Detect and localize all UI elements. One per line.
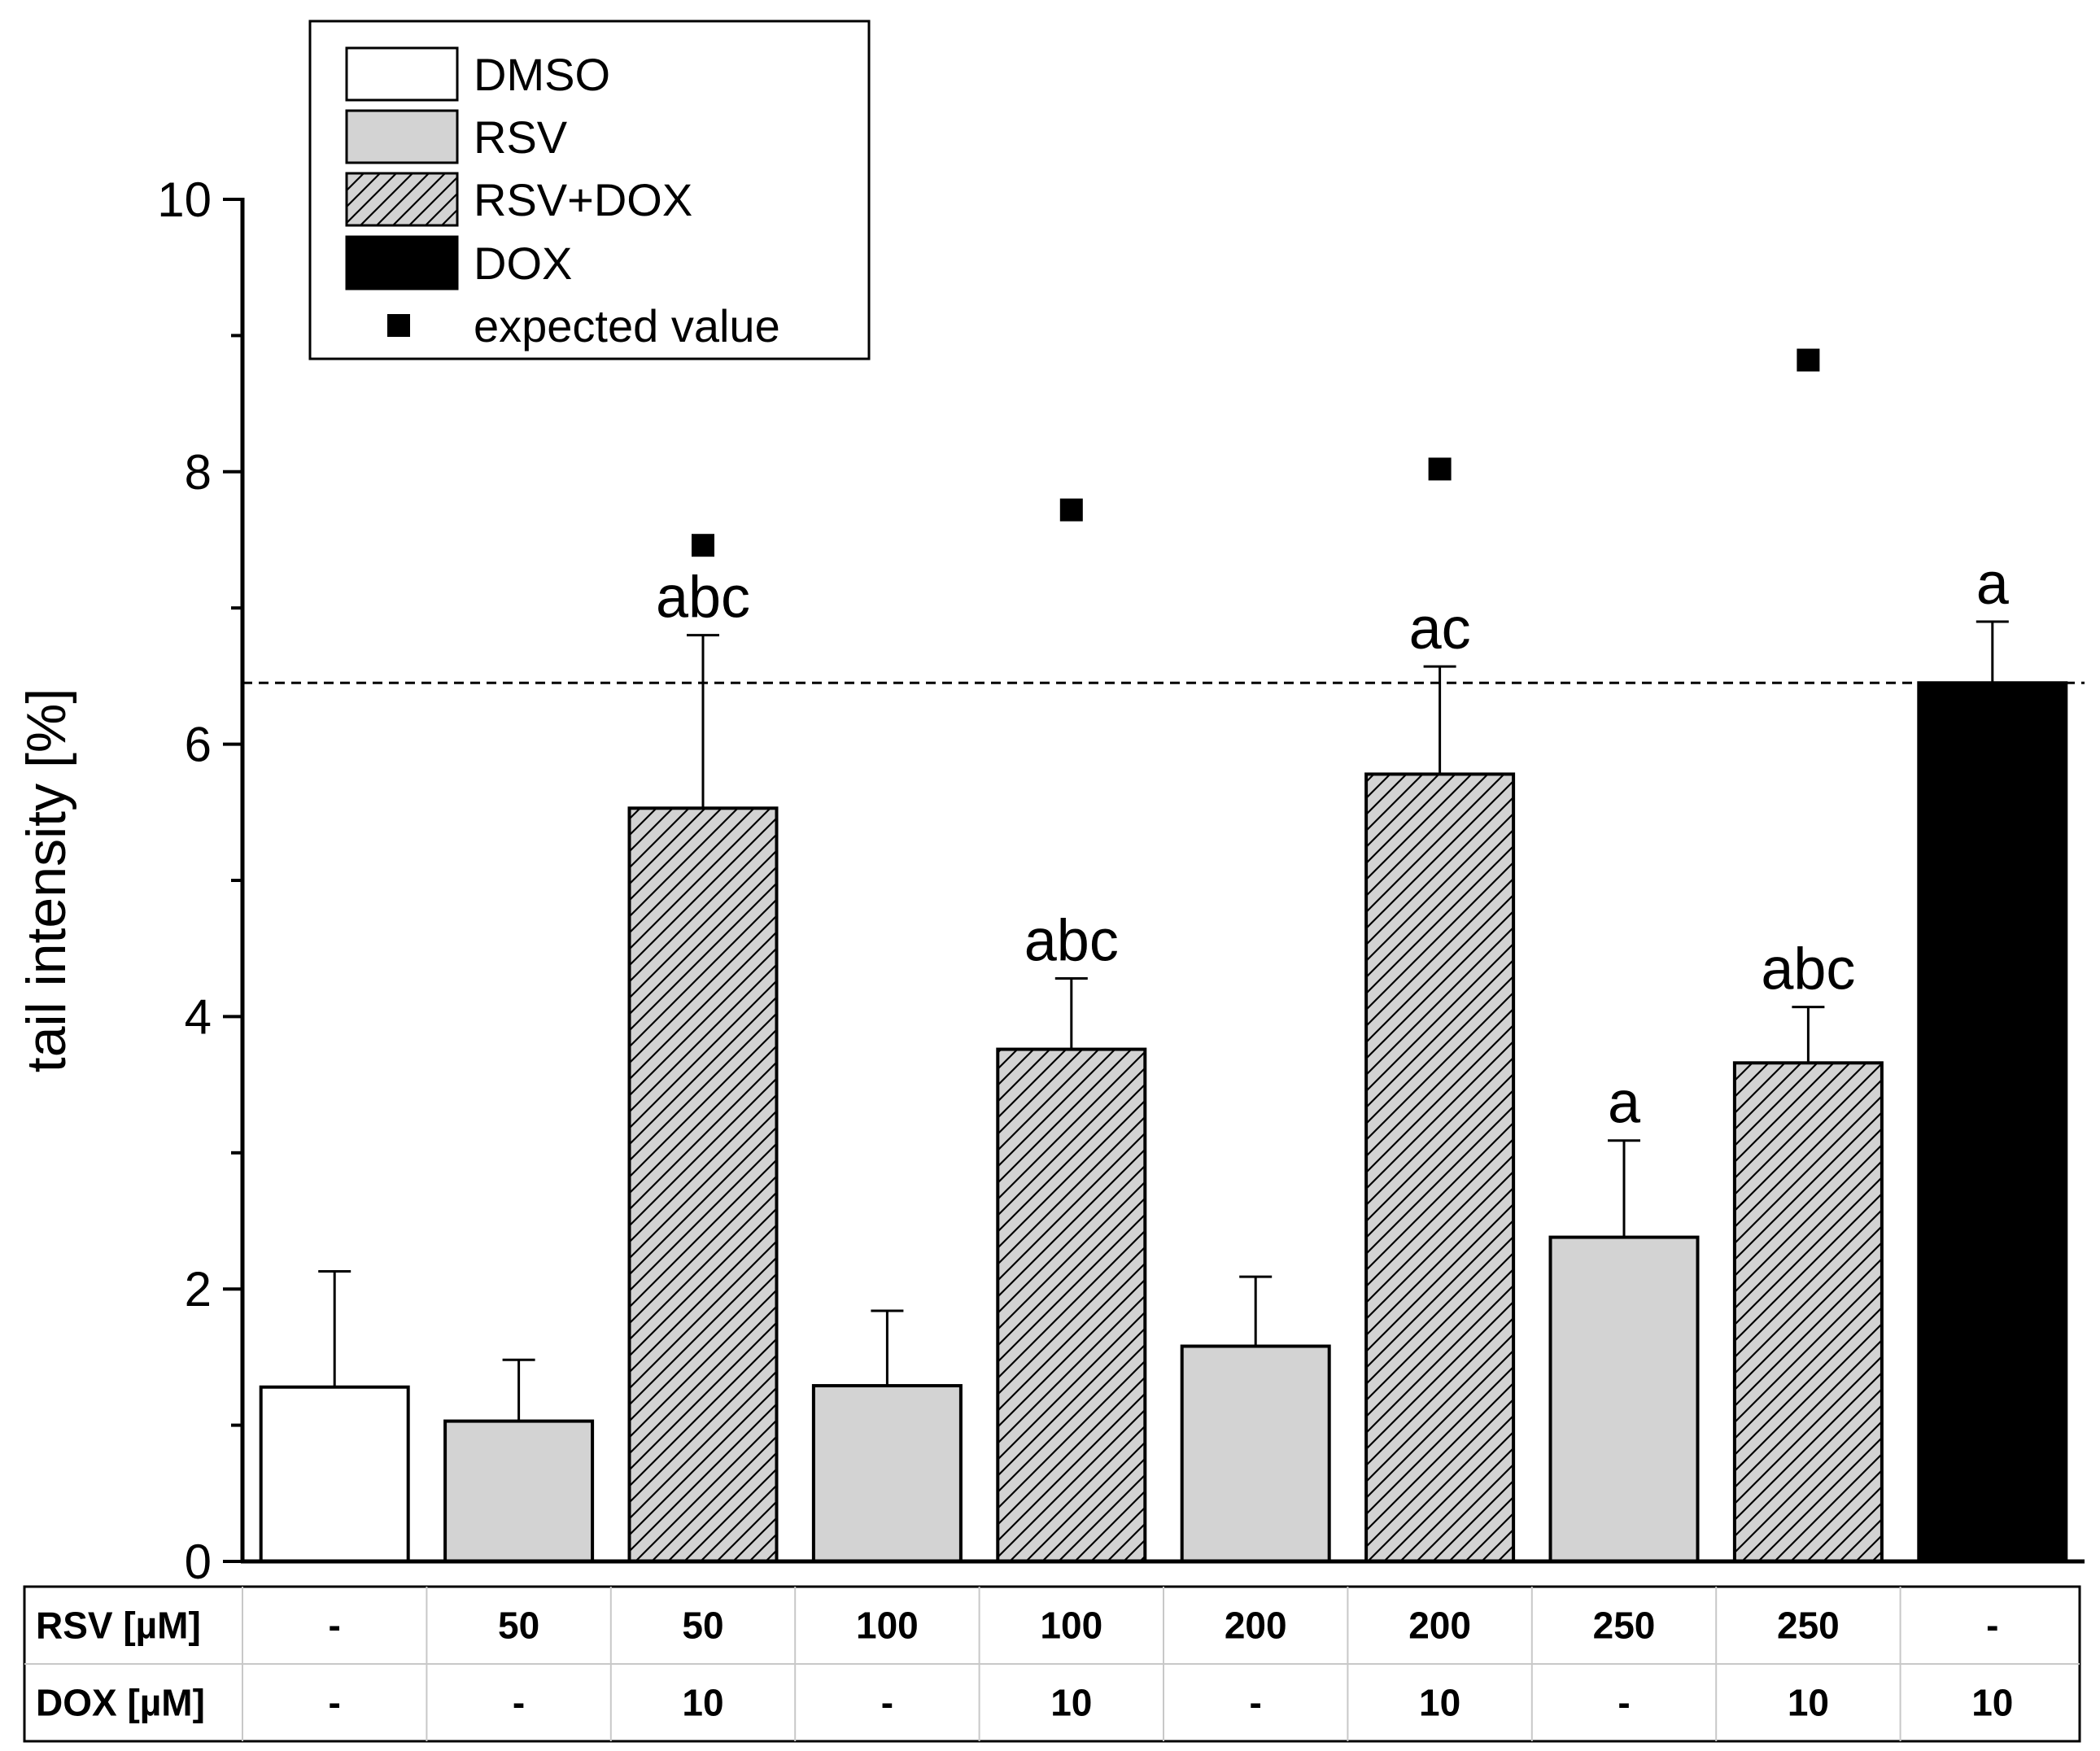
table-cell: 250 [1593, 1605, 1656, 1647]
significance-label: abc [1024, 909, 1119, 974]
table-row-header: RSV [µM] [36, 1605, 201, 1647]
y-tick-label: 2 [185, 1262, 212, 1317]
bar [1180, 1344, 1331, 1564]
bar [627, 806, 779, 1563]
y-tick-label: 6 [185, 718, 212, 772]
bar [443, 1419, 595, 1563]
table-cell: 200 [1408, 1605, 1471, 1647]
bar [1917, 681, 2068, 1563]
bar [1364, 772, 1516, 1563]
expected-value-marker [692, 534, 714, 557]
table-cell: 10 [682, 1682, 723, 1724]
bar [259, 1385, 410, 1564]
legend-label: expected value [474, 300, 780, 352]
table-cell: 10 [1971, 1682, 2013, 1724]
table-cell: - [513, 1682, 525, 1724]
table-row-header: DOX [µM] [36, 1682, 205, 1724]
significance-label: abc [656, 565, 750, 631]
table-cell: - [1250, 1682, 1262, 1724]
y-tick-label: 8 [185, 445, 212, 500]
table-cell: 10 [1788, 1682, 1829, 1724]
bar [1548, 1235, 1700, 1563]
legend: DMSO RSV RSV+DOX DOX expected value [308, 20, 871, 360]
significance-label: a [1608, 1071, 1641, 1136]
significance-label: ac [1409, 596, 1471, 662]
table-cell: 10 [1050, 1682, 1092, 1724]
table-cell: 10 [1419, 1682, 1460, 1724]
bar [1732, 1061, 1884, 1564]
significance-label: abc [1761, 937, 1855, 1002]
bar [996, 1047, 1147, 1564]
condition-table: RSV [µM] - 50 50 100 100 200 200 250 250 - DOX [µM]… [23, 1585, 2081, 1743]
legend-swatch [345, 235, 459, 290]
table-cell: - [329, 1682, 341, 1724]
y-axis-title: tail intensity [%] [15, 688, 77, 1072]
y-tick-label: 4 [185, 989, 212, 1044]
table-cell: 100 [1040, 1605, 1102, 1647]
table-cell: - [1986, 1605, 1998, 1647]
table-cell: - [329, 1605, 341, 1647]
table-cell: - [881, 1682, 893, 1724]
expected-value-marker [1059, 498, 1083, 522]
legend-swatch-marker [387, 314, 410, 337]
table-cell: - [1618, 1682, 1630, 1724]
legend-label: RSV [474, 111, 568, 163]
table-cell: 200 [1225, 1605, 1287, 1647]
legend-label: DOX [474, 238, 572, 289]
bar [811, 1384, 963, 1563]
legend-swatch [345, 172, 459, 227]
expected-value-marker [1428, 457, 1452, 481]
table-cell: 50 [682, 1605, 723, 1647]
table-cell: 250 [1777, 1605, 1840, 1647]
y-tick-label: 10 [157, 172, 212, 227]
legend-swatch [345, 46, 459, 102]
expected-value-marker [1797, 348, 1820, 372]
significance-label: a [1976, 552, 2010, 617]
legend-swatch [345, 109, 459, 164]
y-tick-label: 0 [185, 1535, 212, 1589]
plot-area: abc abc ac a abc a 0 2 4 6 8 10 tail intensity [%] [15, 172, 2085, 1589]
legend-label: RSV+DOX [474, 174, 692, 225]
table-cell: 50 [498, 1605, 539, 1647]
table-cell: 100 [856, 1605, 919, 1647]
legend-label: DMSO [474, 49, 610, 100]
